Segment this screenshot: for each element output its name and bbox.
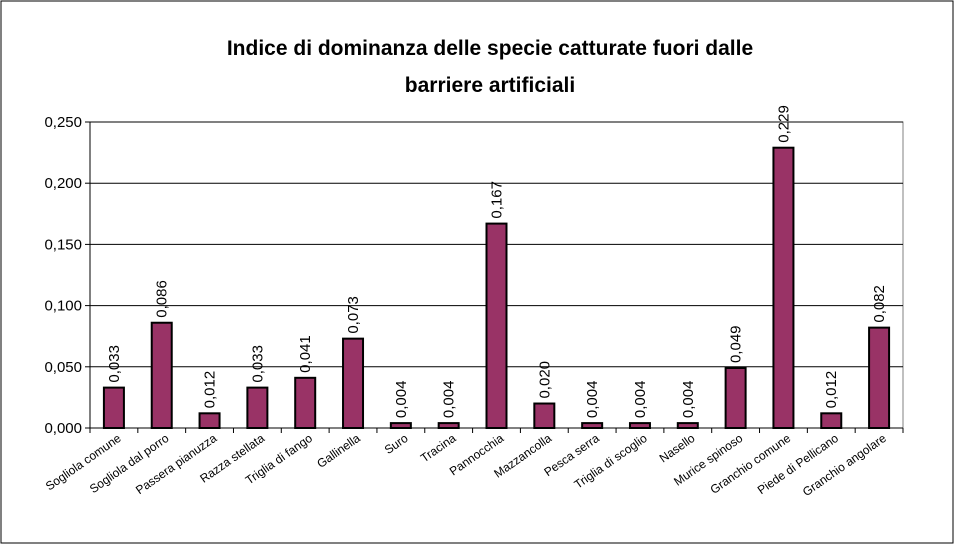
- bar: [246, 386, 269, 429]
- value-label: 0,033: [106, 345, 123, 383]
- y-tick-label: 0,100: [44, 298, 82, 315]
- value-label: 0,004: [632, 381, 649, 419]
- bar: [533, 402, 556, 429]
- value-label: 0,020: [536, 361, 553, 399]
- bar: [676, 422, 699, 430]
- y-tick-label: 0,150: [44, 236, 82, 253]
- bar: [437, 422, 460, 430]
- chart-title: Indice di dominanza delle specie cattura…: [227, 37, 753, 60]
- bar: [294, 376, 317, 430]
- bar: [198, 412, 221, 430]
- bar: [724, 367, 747, 429]
- bar: [150, 321, 173, 429]
- value-label: 0,086: [154, 280, 171, 318]
- bar: [581, 422, 604, 430]
- value-label: 0,073: [345, 296, 362, 334]
- y-tick-label: 0,000: [44, 420, 82, 437]
- value-label: 0,004: [584, 381, 601, 419]
- value-label: 0,012: [823, 371, 840, 409]
- bar: [628, 422, 651, 430]
- bar: [102, 386, 125, 429]
- value-label: 0,033: [249, 345, 266, 383]
- bar: [485, 222, 508, 429]
- chart-title: barriere artificiali: [405, 74, 575, 97]
- y-tick-label: 0,250: [44, 114, 82, 131]
- y-tick-label: 0,050: [44, 359, 82, 376]
- value-label: 0,167: [489, 181, 506, 219]
- value-label: 0,082: [871, 285, 888, 323]
- value-label: 0,004: [441, 381, 458, 419]
- value-label: 0,004: [393, 381, 410, 419]
- bar: [772, 146, 795, 429]
- value-label: 0,229: [775, 105, 792, 143]
- bar: [389, 422, 412, 430]
- bar: [820, 412, 843, 430]
- value-label: 0,049: [728, 325, 745, 363]
- value-label: 0,004: [680, 381, 697, 419]
- bar: [868, 326, 891, 429]
- value-label: 0,041: [297, 335, 314, 373]
- value-label: 0,012: [202, 371, 219, 409]
- bar: [342, 337, 365, 430]
- y-tick-label: 0,200: [44, 175, 82, 192]
